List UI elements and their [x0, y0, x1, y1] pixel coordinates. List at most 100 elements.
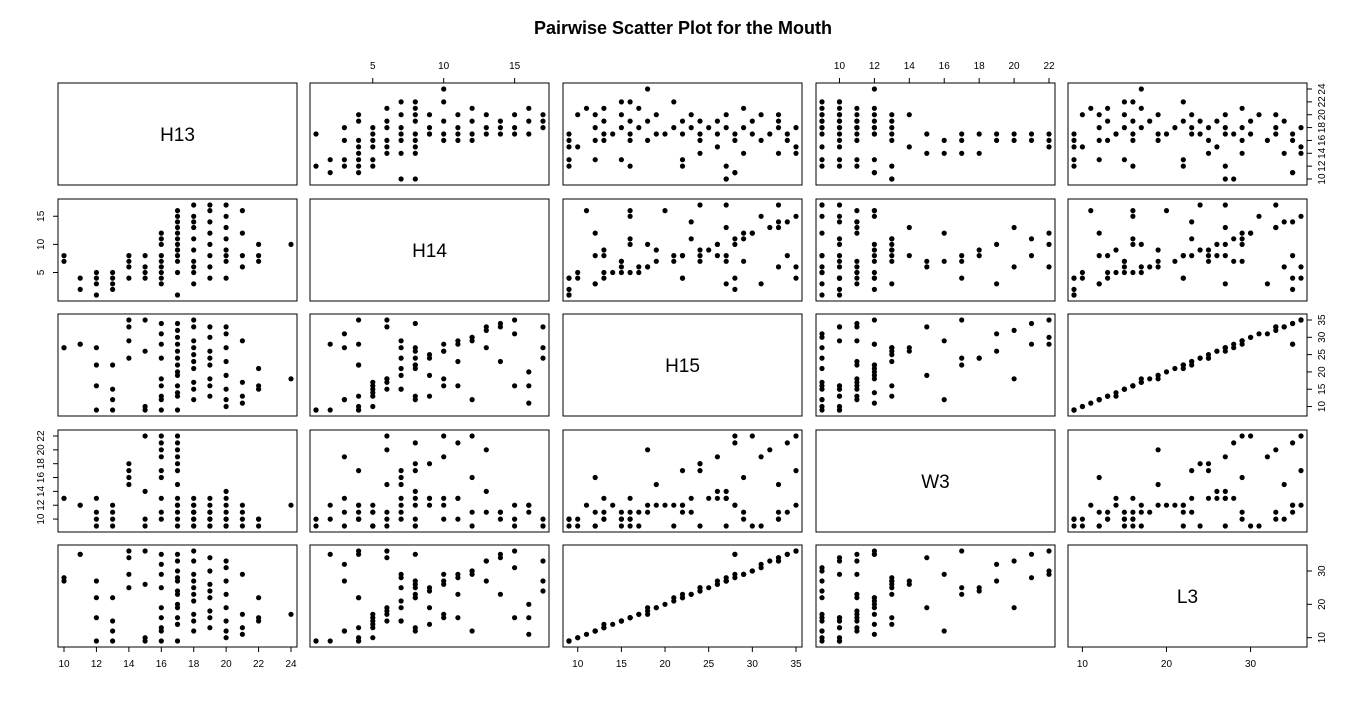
- point-H14-L3-70: [1239, 230, 1245, 236]
- point-H14-L3-12: [1298, 275, 1304, 281]
- point-W3-H15-20: [758, 454, 764, 460]
- point-W3-H14-12: [356, 468, 362, 474]
- panel-H14-vs-W3: [815, 198, 1056, 302]
- y-tick-label-H13-24: 24: [1317, 83, 1328, 95]
- point-H15-W3-60: [836, 403, 843, 410]
- point-W3-H15-72: [618, 516, 625, 522]
- point-L3-H14-25: [412, 551, 418, 557]
- point-H14-H15-70: [741, 230, 747, 236]
- point-W3-L3-45: [1205, 495, 1212, 501]
- point-H15-W3-59: [819, 355, 825, 361]
- point-W3-L3-26: [1239, 433, 1245, 439]
- point-H14-H13-9: [110, 281, 116, 287]
- point-H13-H14-37: [483, 131, 489, 137]
- point-H13-H15-27: [627, 137, 633, 143]
- x-tick-label-W3-12: 12: [869, 61, 881, 72]
- panel-W3-vs-H14: [309, 429, 550, 533]
- point-H13-L3-57: [1281, 118, 1287, 124]
- point-H14-H15-51: [688, 219, 694, 225]
- x-tick-label-H15-10: 10: [572, 659, 584, 670]
- point-H13-L3-61: [1121, 112, 1127, 118]
- point-H15-L3-38: [1290, 320, 1296, 327]
- point-H15-H13-42: [191, 397, 197, 403]
- point-L3-H13-15: [126, 585, 132, 591]
- point-H14-H13-64: [223, 224, 229, 231]
- point-H13-W3-68: [819, 105, 825, 111]
- point-H13-W3-27: [889, 137, 895, 143]
- point-H13-H14-22: [370, 137, 376, 143]
- point-W3-L3-28: [1096, 474, 1102, 481]
- panel-H13-vs-L3: [1067, 82, 1308, 186]
- y-tick-label-H14-5: 5: [36, 269, 47, 275]
- point-H15-H14-64: [483, 345, 489, 351]
- point-W3-H14-9: [341, 509, 347, 515]
- point-H13-W3-25: [1028, 137, 1035, 143]
- point-W3-H14-56: [469, 523, 475, 529]
- point-H13-H15-19: [575, 144, 581, 150]
- point-H13-W3-55: [889, 118, 895, 124]
- point-W3-L3-57: [1281, 516, 1287, 522]
- y-tick-label-H15-15: 15: [1317, 383, 1328, 395]
- point-W3-H14-17: [384, 433, 390, 439]
- point-L3-H13-36: [174, 568, 181, 574]
- point-H15-H14-51: [497, 358, 503, 365]
- point-H14-W3-63: [889, 236, 895, 242]
- point-H14-W3-5: [889, 281, 895, 287]
- point-W3-H14-33: [426, 461, 433, 467]
- point-L3-H13-25: [158, 551, 164, 557]
- point-H14-W3-71: [871, 208, 878, 214]
- point-W3-L3-15: [1205, 461, 1212, 467]
- y-tick-label-H13-12: 12: [1317, 160, 1328, 172]
- point-W3-H14-26: [441, 433, 447, 439]
- point-L3-H13-55: [207, 581, 213, 587]
- point-L3-H13-44: [191, 598, 197, 604]
- point-H15-H13-70: [239, 338, 245, 344]
- point-H15-H13-3: [77, 341, 83, 347]
- point-H14-L3-40: [1163, 208, 1170, 214]
- point-H14-W3-70: [854, 230, 860, 236]
- panel-H14-vs-H15: [562, 198, 803, 302]
- point-W3-H15-74: [627, 516, 633, 522]
- point-H15-H14-5: [341, 345, 347, 351]
- point-H14-H15-0: [723, 258, 729, 264]
- point-H14-H13-21: [158, 275, 164, 281]
- point-W3-H13-64: [223, 488, 229, 494]
- x-tick-label-H15-30: 30: [747, 659, 759, 670]
- point-H15-H13-45: [191, 352, 197, 358]
- point-H13-W3-5: [889, 163, 895, 169]
- point-H14-H15-39: [627, 213, 633, 219]
- point-H15-H13-60: [223, 403, 229, 410]
- point-H14-L3-3: [1290, 275, 1296, 281]
- point-W3-L3-5: [1222, 495, 1228, 501]
- point-H15-L3-74: [1130, 383, 1136, 389]
- point-H15-H14-40: [526, 369, 532, 375]
- point-H15-W3-3: [871, 341, 878, 347]
- point-W3-H15-44: [671, 502, 677, 508]
- point-L3-W3-60: [836, 635, 843, 641]
- point-L3-H13-37: [174, 558, 181, 564]
- point-H14-H13-61: [223, 258, 229, 264]
- point-H14-L3-49: [1222, 202, 1228, 208]
- point-W3-H13-13: [126, 481, 132, 488]
- point-H14-H15-28: [592, 230, 598, 236]
- point-H15-W3-24: [959, 355, 965, 361]
- point-H15-W3-74: [836, 383, 843, 389]
- point-H15-W3-35: [1028, 341, 1035, 347]
- point-L3-W3-20: [994, 561, 1000, 567]
- point-H14-L3-53: [1147, 264, 1153, 270]
- point-H13-H14-68: [384, 105, 390, 111]
- point-L3-W3-22: [854, 625, 860, 631]
- point-W3-H13-75: [288, 502, 294, 508]
- x-tick-label-W3-10: 10: [834, 61, 846, 72]
- point-L3-H14-55: [441, 581, 447, 587]
- point-W3-H13-58: [207, 509, 213, 515]
- point-L3-H14-47: [483, 558, 489, 564]
- point-H14-W3-68: [819, 264, 825, 270]
- point-H14-H13-1: [61, 253, 67, 259]
- point-L3-H13-21: [158, 638, 164, 644]
- point-H14-L3-21: [1071, 275, 1077, 281]
- point-H14-H15-20: [758, 281, 764, 287]
- point-L3-H14-18: [412, 581, 418, 587]
- point-W3-H14-24: [398, 468, 404, 474]
- point-L3-H14-39: [511, 615, 518, 621]
